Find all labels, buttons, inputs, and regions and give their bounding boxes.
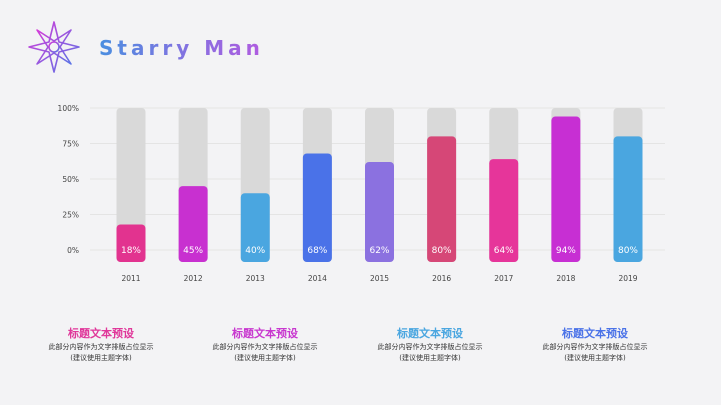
bar-value-label: 80% <box>432 246 452 256</box>
x-tick-label: 2011 <box>121 274 140 283</box>
bar-track <box>116 108 146 262</box>
x-tick-label: 2019 <box>618 274 637 283</box>
text-cards: 标题文本预设 此部分内容作为文字排版占位显示 (建议使用主题字体) 标题文本预设… <box>0 326 721 386</box>
x-tick-label: 2015 <box>370 274 389 283</box>
card-body-line1: 此部分内容作为文字排版占位显示 <box>212 343 318 351</box>
x-tick-label: 2012 <box>184 274 203 283</box>
bar <box>116 224 146 262</box>
y-tick-label: 100% <box>58 104 79 113</box>
bar <box>427 136 457 262</box>
card-title: 标题文本预设 <box>562 327 628 340</box>
bar <box>365 161 394 262</box>
bar-chart: 100% 75% 50% 25% 0% 18% 45% 40% 68% 62% 80% 64% 94%… <box>58 104 665 283</box>
bar-value-label: 40% <box>245 246 265 256</box>
bar-value-label: 45% <box>183 246 203 256</box>
bars: 18% 45% 40% 68% 62% 80% 64% 94% 80% <box>116 108 643 263</box>
y-tick-label: 25% <box>62 211 79 220</box>
x-tick-label: 2017 <box>494 274 513 283</box>
bar-value-label: 80% <box>618 246 638 256</box>
bar-value-label: 68% <box>307 246 327 256</box>
text-card: 标题文本预设 此部分内容作为文字排版占位显示 (建议使用主题字体) <box>520 326 670 364</box>
text-card: 标题文本预设 此部分内容作为文字排版占位显示 (建议使用主题字体) <box>355 326 505 364</box>
bar-value-label: 18% <box>121 246 141 256</box>
y-tick-label: 0% <box>67 246 79 255</box>
card-body-line2: (建议使用主题字体) <box>234 354 296 362</box>
bar-value-label: 64% <box>494 246 514 256</box>
x-axis-ticks: 2011 2012 2013 2014 2015 2016 2017 2018 2019 <box>121 274 637 283</box>
bar <box>489 159 519 262</box>
y-axis-ticks: 100% 75% 50% 25% 0% <box>58 104 79 255</box>
card-body-line1: 此部分内容作为文字排版占位显示 <box>377 343 483 351</box>
bar <box>178 186 208 262</box>
y-tick-label: 75% <box>62 140 79 149</box>
x-tick-label: 2018 <box>556 274 575 283</box>
card-title: 标题文本预设 <box>232 327 298 340</box>
bar <box>240 193 270 262</box>
card-body-line2: (建议使用主题字体) <box>564 354 626 362</box>
bar <box>302 153 332 262</box>
x-tick-label: 2013 <box>246 274 265 283</box>
compass-star-icon <box>28 21 80 73</box>
card-body-line1: 此部分内容作为文字排版占位显示 <box>542 343 648 351</box>
bar-value-label: 94% <box>556 246 576 256</box>
bar <box>551 116 581 263</box>
x-tick-label: 2016 <box>432 274 451 283</box>
card-body-line1: 此部分内容作为文字排版占位显示 <box>48 343 154 351</box>
brand-title: Starry Man <box>99 36 264 60</box>
card-title: 标题文本预设 <box>397 327 463 340</box>
bar <box>613 136 643 262</box>
text-card: 标题文本预设 此部分内容作为文字排版占位显示 (建议使用主题字体) <box>190 326 340 364</box>
card-title: 标题文本预设 <box>68 327 134 340</box>
card-body-line2: (建议使用主题字体) <box>70 354 132 362</box>
y-tick-label: 50% <box>62 175 79 184</box>
card-body-line2: (建议使用主题字体) <box>399 354 461 362</box>
x-tick-label: 2014 <box>308 274 327 283</box>
text-card: 标题文本预设 此部分内容作为文字排版占位显示 (建议使用主题字体) <box>26 326 176 364</box>
bar-value-label: 62% <box>369 246 389 256</box>
